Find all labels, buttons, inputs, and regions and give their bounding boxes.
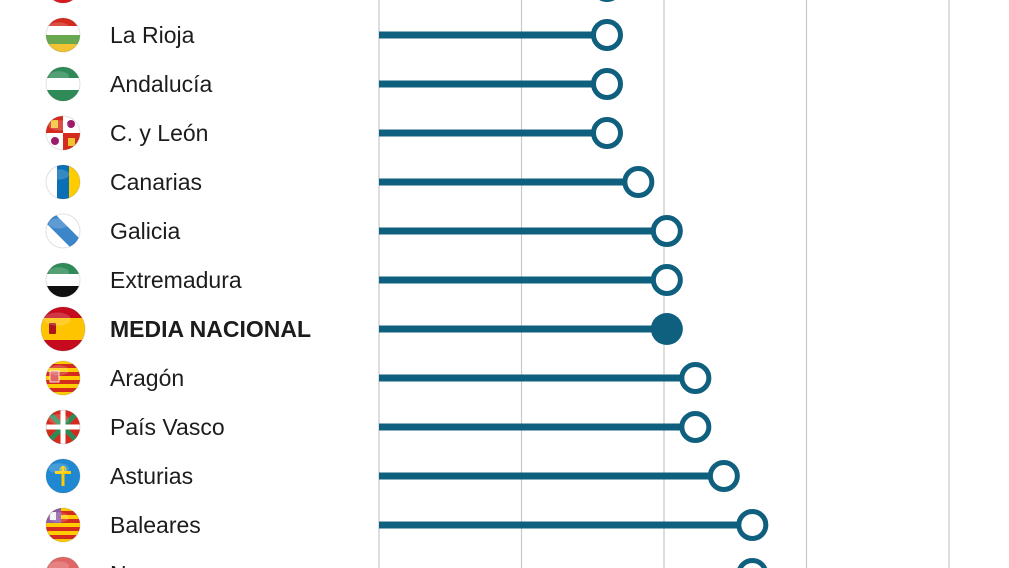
- extremadura-flag-icon: [45, 262, 81, 298]
- chart-row: Asturias: [45, 458, 740, 494]
- lollipop-head: [650, 313, 683, 345]
- region-label: Extremadura: [110, 267, 242, 293]
- lollipop-head: [591, 19, 623, 51]
- chart-rows: La Rioja Andalucía C. y León Canarias Galici…: [40, 0, 769, 568]
- chart-row: País Vasco: [45, 409, 712, 445]
- chart-row: C. y León: [45, 115, 623, 151]
- region-label: País Vasco: [110, 414, 225, 440]
- lollipop-head: [622, 166, 655, 198]
- chart-row: Na: [46, 556, 768, 568]
- region-label: MEDIA NACIONAL: [110, 316, 311, 342]
- chart-row: Canarias: [45, 164, 655, 200]
- region-label: Canarias: [110, 169, 202, 195]
- chart-row: Baleares: [45, 507, 769, 543]
- region-label: Galicia: [110, 218, 181, 244]
- chart-row: La Rioja: [45, 17, 623, 53]
- chart-row: Andalucía: [45, 66, 623, 102]
- lollipop-head: [737, 558, 768, 568]
- chart-row: [46, 0, 615, 4]
- lollipop-head: [736, 509, 769, 541]
- region-label: C. y León: [110, 120, 208, 146]
- asturias-flag-icon: [45, 458, 81, 494]
- lollipop-head: [707, 460, 740, 492]
- region-label: La Rioja: [110, 22, 195, 48]
- lollipop-head: [591, 68, 623, 100]
- aragon-flag-icon: [45, 360, 81, 396]
- region-label: Baleares: [110, 512, 201, 538]
- region-label: Aragón: [110, 365, 184, 391]
- region-label: Asturias: [110, 463, 193, 489]
- chart-row: Galicia: [45, 213, 683, 249]
- red-circle-flag-icon: [46, 0, 80, 4]
- la-rioja-flag-icon: [45, 17, 81, 53]
- spain-flag-icon: [40, 306, 86, 352]
- lollipop-head: [650, 264, 683, 296]
- andalucia-flag-icon: [45, 66, 81, 102]
- navarra-flag-icon: [46, 556, 80, 568]
- lollipop-head: [591, 117, 623, 149]
- lollipop-head: [679, 362, 712, 394]
- chart-row: Aragón: [45, 360, 712, 396]
- chart-row: Extremadura: [45, 262, 683, 298]
- castilla-y-leon-flag-icon: [45, 115, 81, 151]
- canarias-flag-icon: [45, 164, 81, 200]
- region-label: Andalucía: [110, 71, 213, 97]
- region-label: Na: [110, 561, 140, 568]
- baleares-flag-icon: [45, 507, 81, 543]
- lollipop-head: [650, 215, 683, 247]
- lollipop-head: [679, 411, 712, 443]
- galicia-flag-icon: [45, 213, 81, 249]
- chart-row: MEDIA NACIONAL: [40, 306, 683, 352]
- pais-vasco-flag-icon: [45, 409, 81, 445]
